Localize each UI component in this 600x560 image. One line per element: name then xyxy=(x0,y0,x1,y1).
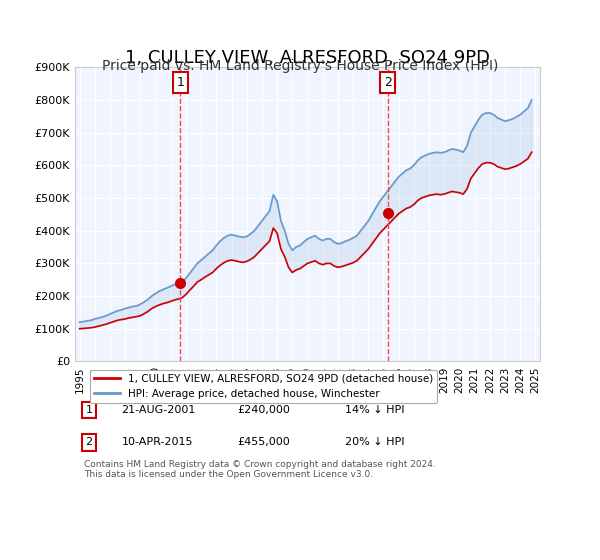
Text: 10-APR-2015: 10-APR-2015 xyxy=(121,437,193,447)
Text: 2: 2 xyxy=(383,76,392,89)
Title: 1, CULLEY VIEW, ALRESFORD, SO24 9PD: 1, CULLEY VIEW, ALRESFORD, SO24 9PD xyxy=(125,49,490,67)
Text: 20% ↓ HPI: 20% ↓ HPI xyxy=(344,437,404,447)
Text: 14% ↓ HPI: 14% ↓ HPI xyxy=(344,405,404,415)
Text: £455,000: £455,000 xyxy=(238,437,290,447)
Text: 21-AUG-2001: 21-AUG-2001 xyxy=(121,405,196,415)
Legend: 1, CULLEY VIEW, ALRESFORD, SO24 9PD (detached house), HPI: Average price, detach: 1, CULLEY VIEW, ALRESFORD, SO24 9PD (det… xyxy=(89,370,437,403)
Text: Contains HM Land Registry data © Crown copyright and database right 2024.
This d: Contains HM Land Registry data © Crown c… xyxy=(84,460,436,479)
Text: £240,000: £240,000 xyxy=(238,405,290,415)
Text: 1: 1 xyxy=(85,405,92,415)
Text: 2: 2 xyxy=(85,437,92,447)
Text: Price paid vs. HM Land Registry's House Price Index (HPI): Price paid vs. HM Land Registry's House … xyxy=(102,59,498,73)
Text: 1: 1 xyxy=(176,76,184,89)
